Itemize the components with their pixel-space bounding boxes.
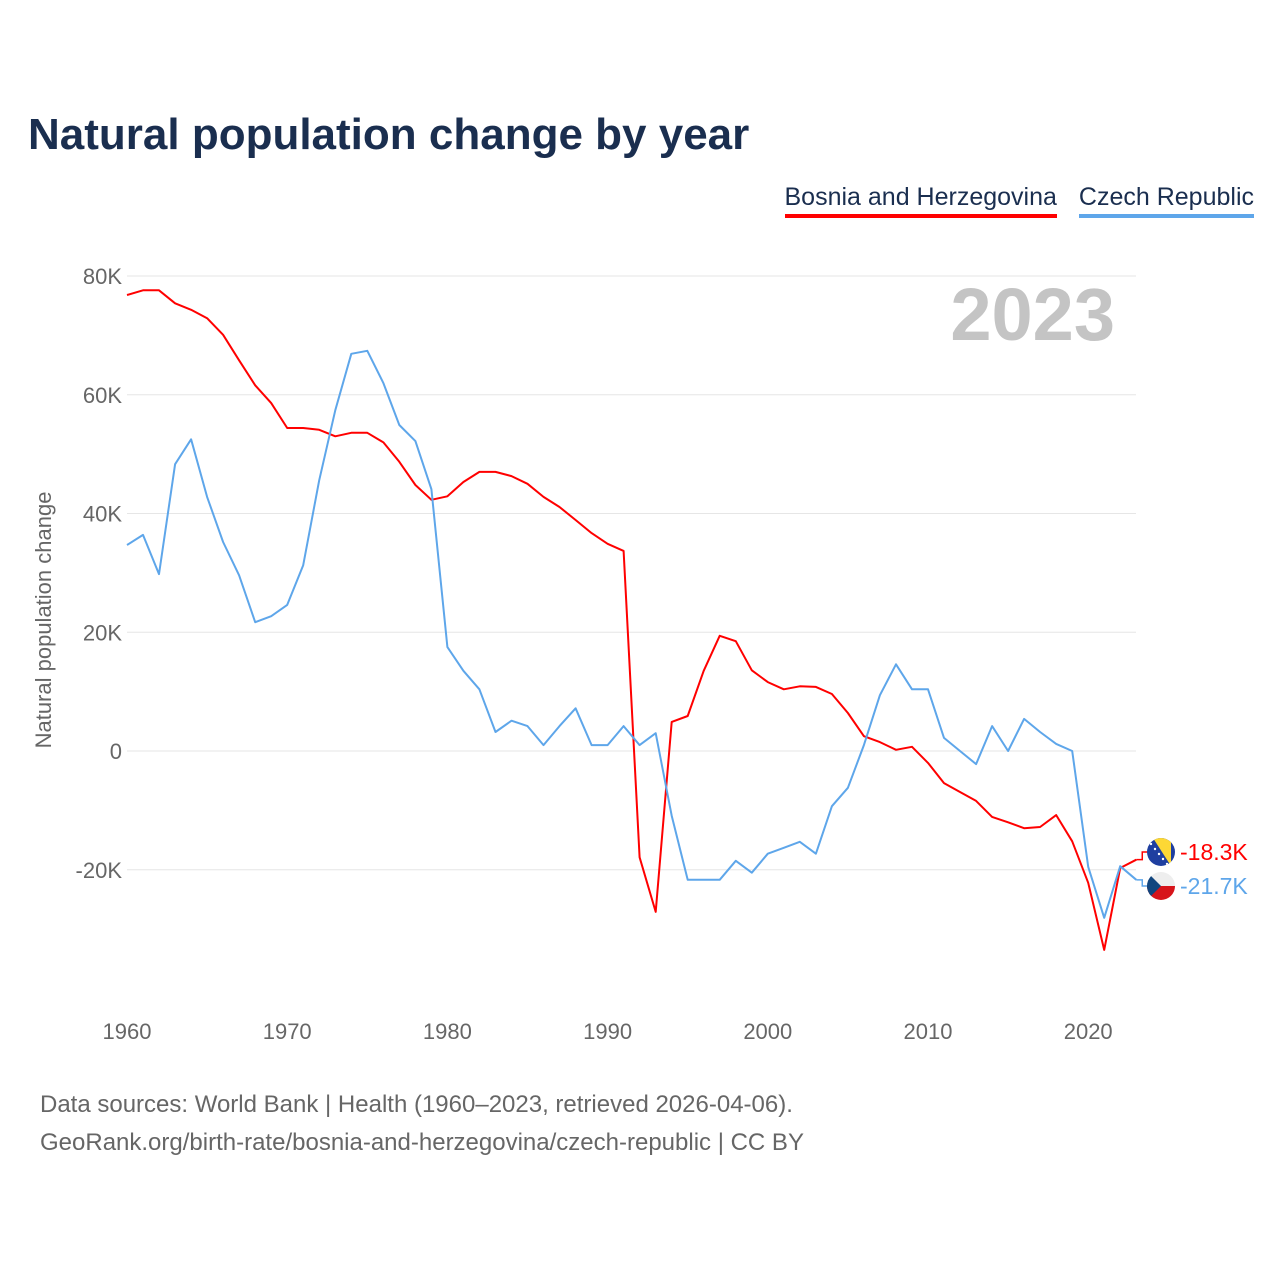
x-tick-label: 1990 [583,1019,632,1044]
y-axis-label: Natural population change [31,492,56,749]
x-tick-label: 1960 [103,1019,152,1044]
series-line-czech [126,349,1137,919]
chart-title: Natural population change by year [28,110,750,159]
x-tick-label: 2000 [743,1019,792,1044]
data-source-text: Data sources: World Bank | Health (1960–… [40,1091,793,1118]
label-connector [1136,879,1148,887]
y-tick-label: 60K [83,383,122,408]
bosnia-flag-icon [1147,838,1175,866]
y-tick-label: 20K [83,620,122,645]
footer: Data sources: World Bank | Health (1960–… [40,1086,804,1162]
series-line-bosnia [126,289,1137,951]
source-url-text[interactable]: GeoRank.org/birth-rate/bosnia-and-herzeg… [40,1129,804,1156]
end-value-label: -21.7K [1180,873,1248,899]
y-tick-label: -20K [76,858,123,883]
y-tick-label: 80K [83,264,122,289]
x-tick-label: 2020 [1064,1019,1113,1044]
czech-flag-icon [1147,872,1175,900]
year-watermark: 2023 [950,273,1115,356]
y-tick-label: 0 [110,739,122,764]
end-value-label: -18.3K [1180,839,1248,865]
legend-item-bosnia[interactable]: Bosnia and Herzegovina [784,183,1057,218]
legend-item-czech[interactable]: Czech Republic [1078,183,1254,218]
x-tick-label: 2010 [904,1019,953,1044]
x-tick-label: 1970 [263,1019,312,1044]
y-tick-label: 40K [83,502,122,527]
legend: Bosnia and Herzegovina Czech Republic [784,183,1254,218]
x-tick-label: 1980 [423,1019,472,1044]
label-connector [1136,851,1148,861]
